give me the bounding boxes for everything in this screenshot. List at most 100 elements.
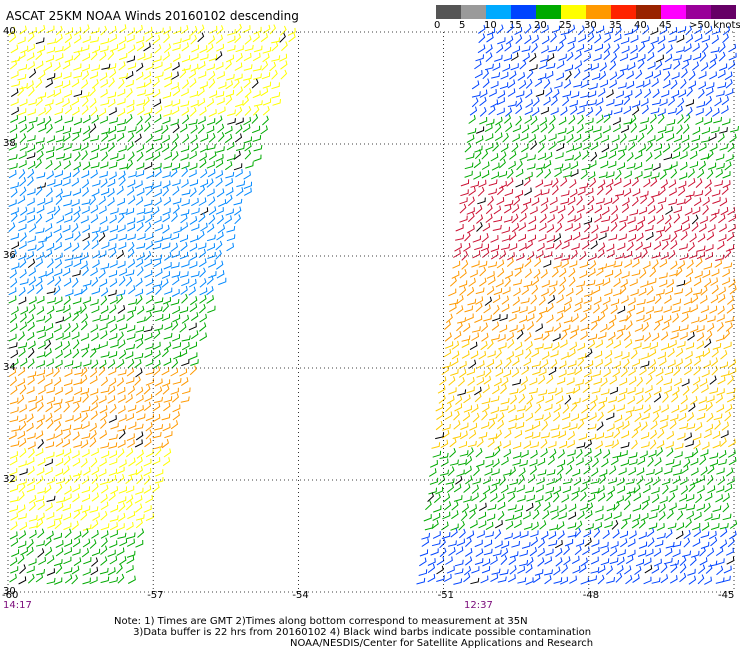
wind-barb bbox=[190, 53, 199, 61]
wind-barb bbox=[614, 169, 622, 180]
wind-barb bbox=[71, 520, 79, 531]
wind-barb bbox=[100, 501, 109, 511]
wind-barb bbox=[107, 50, 115, 61]
wind-barb bbox=[118, 242, 127, 250]
wind-barb bbox=[480, 322, 488, 332]
wind-barb bbox=[664, 547, 673, 557]
wind-barb bbox=[605, 185, 613, 195]
wind-barb bbox=[702, 196, 710, 206]
wind-barb bbox=[101, 241, 110, 250]
wind-barb bbox=[544, 575, 552, 585]
wind-barb bbox=[484, 468, 493, 476]
wind-barb bbox=[709, 387, 719, 394]
wind-barb bbox=[10, 44, 19, 54]
wind-barb bbox=[45, 213, 54, 223]
wind-barb bbox=[548, 141, 556, 151]
wind-barb bbox=[208, 109, 217, 117]
wind-barb bbox=[63, 72, 72, 80]
wind-barb bbox=[558, 360, 567, 369]
wind-barb bbox=[206, 125, 215, 134]
wind-barb bbox=[198, 258, 207, 268]
wind-barb bbox=[464, 170, 473, 178]
wind-barb bbox=[596, 25, 605, 34]
wind-barb bbox=[128, 457, 136, 467]
wind-barb bbox=[54, 359, 63, 369]
wind-barb bbox=[455, 546, 464, 555]
wind-barb bbox=[27, 61, 35, 70]
wind-barb bbox=[542, 510, 550, 520]
wind-barb bbox=[491, 568, 501, 575]
wind-barb bbox=[709, 53, 718, 63]
wind-barb bbox=[502, 286, 511, 295]
legend-label: 25 bbox=[559, 20, 572, 31]
wind-barb bbox=[653, 386, 662, 396]
wind-barb bbox=[53, 205, 61, 216]
wind-barb bbox=[154, 424, 164, 431]
wind-barb bbox=[647, 135, 656, 143]
wind-barb bbox=[136, 222, 144, 232]
wind-barb bbox=[172, 86, 181, 97]
wind-barb bbox=[182, 34, 191, 43]
wind-barb bbox=[624, 565, 632, 575]
wind-barb bbox=[91, 557, 99, 567]
wind-barb bbox=[17, 366, 26, 377]
wind-barb bbox=[664, 295, 672, 304]
wind-barb bbox=[458, 441, 467, 449]
wind-barb bbox=[543, 343, 553, 350]
wind-barb bbox=[515, 422, 525, 430]
wind-barb bbox=[548, 133, 557, 142]
wind-barb bbox=[479, 96, 487, 106]
wind-barb bbox=[253, 26, 262, 35]
wind-barb bbox=[726, 232, 735, 242]
wind-barb bbox=[619, 64, 629, 72]
wind-barb bbox=[668, 187, 677, 196]
wind-barb bbox=[502, 132, 509, 143]
wind-barb bbox=[18, 116, 27, 125]
wind-barb bbox=[679, 404, 688, 413]
wind-barb bbox=[181, 42, 189, 52]
wind-barb bbox=[609, 375, 618, 385]
wind-barb bbox=[53, 398, 63, 405]
wind-barb bbox=[36, 467, 45, 476]
wind-barb bbox=[38, 107, 46, 116]
wind-barb bbox=[458, 280, 468, 288]
wind-barb bbox=[44, 231, 53, 241]
wind-barb bbox=[44, 458, 53, 467]
wind-barb bbox=[216, 270, 225, 279]
wind-barb bbox=[488, 88, 497, 97]
wind-barb bbox=[17, 73, 27, 81]
wind-barb bbox=[90, 410, 98, 420]
wind-barb bbox=[642, 342, 651, 350]
wind-barb bbox=[110, 341, 119, 348]
wind-barb bbox=[188, 69, 197, 79]
wind-barb bbox=[534, 501, 541, 512]
wind-barb bbox=[720, 370, 730, 377]
wind-barb bbox=[601, 144, 610, 153]
wind-barb bbox=[19, 564, 26, 574]
wind-barb bbox=[672, 460, 681, 468]
wind-barb bbox=[722, 33, 729, 44]
wind-barb bbox=[722, 26, 731, 36]
wind-barb bbox=[118, 268, 127, 277]
wind-barb bbox=[171, 250, 180, 258]
wind-barb bbox=[127, 511, 136, 520]
wind-barb bbox=[625, 320, 633, 331]
wind-barb bbox=[100, 510, 108, 521]
wind-barb bbox=[524, 424, 534, 432]
wind-barb bbox=[171, 393, 179, 403]
wind-barb bbox=[161, 271, 171, 279]
wind-barb bbox=[463, 495, 472, 503]
wind-barb bbox=[650, 107, 660, 115]
wind-barb bbox=[585, 502, 594, 512]
wind-barb bbox=[669, 485, 678, 493]
wind-barb bbox=[190, 359, 199, 366]
wind-barb bbox=[637, 132, 645, 143]
wind-barb bbox=[180, 222, 189, 231]
wind-barb bbox=[494, 441, 502, 450]
wind-barb bbox=[199, 322, 207, 332]
wind-barb bbox=[428, 468, 437, 477]
wind-barb bbox=[540, 439, 548, 449]
wind-barb bbox=[582, 546, 590, 556]
wind-barb bbox=[574, 527, 582, 538]
wind-barb bbox=[35, 185, 43, 196]
